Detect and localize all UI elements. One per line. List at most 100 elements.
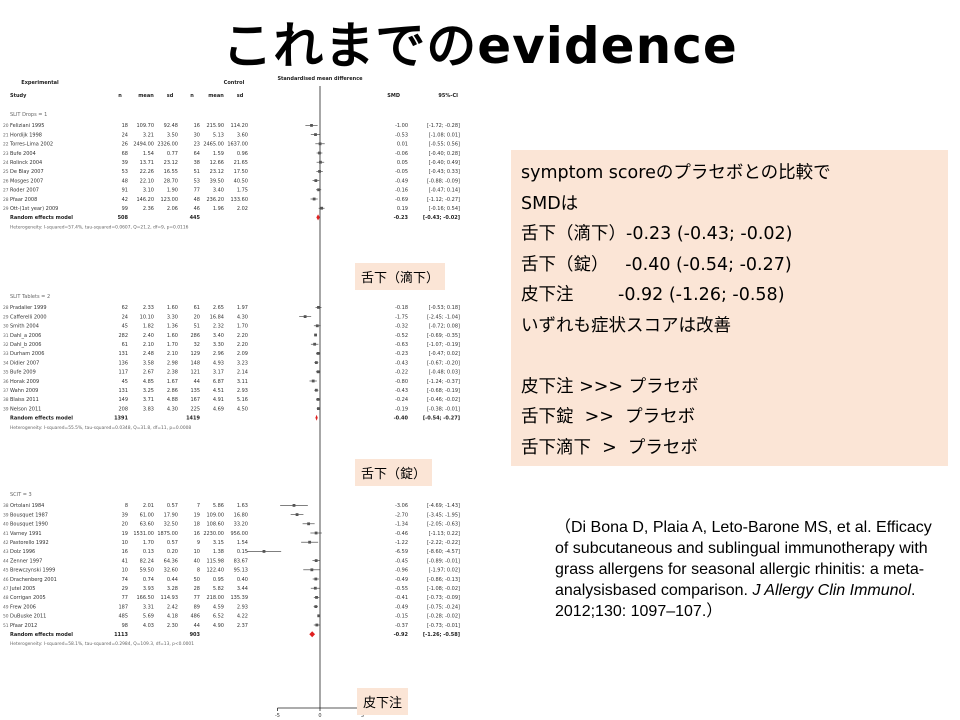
study-name: Pfaar 2012 <box>10 623 37 629</box>
model-label: Random effects model <box>10 416 73 422</box>
study-value-sc: 1.63 <box>237 503 248 509</box>
study-value-ne: 99 <box>122 206 128 212</box>
model-n-exp: 508 <box>118 215 129 221</box>
study-value-ne: 117 <box>118 370 128 376</box>
study-value-me: 4.03 <box>143 623 154 629</box>
study-value-mc: 12.66 <box>210 160 224 166</box>
study-smd: -1.00 <box>395 123 408 129</box>
study-name: Bufe 2004 <box>10 151 36 157</box>
study-value-me: 2.48 <box>143 351 154 357</box>
study-point <box>316 370 320 374</box>
study-value-mc: 236.20 <box>207 197 225 203</box>
study-value-nc: 129 <box>190 351 200 357</box>
study-value-sc: 16.80 <box>234 512 248 518</box>
study-number: 46 <box>3 577 9 583</box>
study-value-se: 1.70 <box>167 342 178 348</box>
study-ci: [-1.97; 0.02] <box>429 568 460 574</box>
study-value-mc: 1.59 <box>213 151 224 157</box>
study-point <box>318 151 321 155</box>
study-value-nc: 486 <box>190 614 200 620</box>
study-value-sc: 83.67 <box>234 558 248 564</box>
study-name: Pradalier 1999 <box>10 305 47 311</box>
study-point <box>310 568 314 572</box>
study-smd: -0.22 <box>395 370 408 376</box>
study-value-ne: 24 <box>122 132 128 138</box>
model-n-exp: 1113 <box>114 632 128 638</box>
study-value-se: 2.86 <box>167 388 178 394</box>
study-value-se: 2.98 <box>167 360 178 366</box>
study-name: Bousquet 1990 <box>10 522 48 528</box>
study-value-ne: 208 <box>118 406 128 412</box>
subgroup-header: SLIT Tablets = 2 <box>10 294 50 300</box>
study-value-ne: 149 <box>118 397 128 403</box>
summary-line: symptom scoreのプラセボとの比較で <box>521 163 831 183</box>
study-ci: [-0.16; 0.54] <box>429 206 460 212</box>
study-point <box>317 614 321 618</box>
study-point <box>315 623 319 627</box>
study-value-se: 0.57 <box>167 503 178 509</box>
study-name: Ott-(1st year) 2009 <box>10 206 58 212</box>
study-name: DuBuske 2011 <box>10 614 46 620</box>
study-value-nc: 44 <box>194 379 200 385</box>
study-point <box>314 605 318 608</box>
study-value-mc: 2.65 <box>213 305 224 311</box>
study-value-nc: 53 <box>194 178 200 184</box>
study-value-ne: 131 <box>118 388 128 394</box>
study-value-se: 4.18 <box>167 614 178 620</box>
study-value-sc: 2.37 <box>237 623 248 629</box>
study-value-sc: 0.96 <box>237 151 248 157</box>
column-header-smd: SMD <box>387 93 400 99</box>
study-value-nc: 64 <box>194 151 200 157</box>
study-point <box>311 379 315 383</box>
study-value-me: 1531.00 <box>133 531 154 537</box>
study-ci: [-2.05; -0.63] <box>427 522 460 528</box>
study-point <box>316 398 320 401</box>
label-scit: 皮下注 <box>357 688 409 715</box>
label-tablets: 舌下（錠） <box>355 459 433 486</box>
model-smd: -0.23 <box>394 215 409 221</box>
study-value-nc: 48 <box>194 197 200 203</box>
citation-tail: . 2012;130: 1097–107.） <box>555 582 916 620</box>
study-value-se: 1.67 <box>167 379 178 385</box>
study-smd: -0.45 <box>395 558 408 564</box>
study-value-me: 0.13 <box>143 549 154 555</box>
study-value-se: 1.60 <box>167 305 178 311</box>
study-value-sc: 1.70 <box>237 324 248 330</box>
study-point <box>295 513 299 516</box>
page-title: これまでのevidence <box>222 17 738 75</box>
study-value-me: 3.10 <box>143 188 154 194</box>
study-value-se: 1.60 <box>167 333 178 339</box>
study-value-mc: 3.40 <box>213 333 224 339</box>
study-point <box>317 306 320 309</box>
study-value-nc: 51 <box>194 324 200 330</box>
x-axis-tick-label: 0 <box>318 713 321 719</box>
study-value-se: 32.60 <box>164 568 178 574</box>
x-axis-tick-label: 5 <box>361 713 364 719</box>
study-ci: [-1.07; -0.19] <box>427 342 460 348</box>
study-value-mc: 5.82 <box>213 586 224 592</box>
study-value-sc: 21.65 <box>234 160 248 166</box>
study-ci: [-0.48; 0.03] <box>429 370 460 376</box>
summary-line: 舌下滴下 > プラセボ <box>521 437 698 458</box>
study-value-se: 3.50 <box>167 132 178 138</box>
study-smd: -2.70 <box>395 512 408 518</box>
model-smd: -0.40 <box>394 416 409 422</box>
study-ci: [-0.86; -0.13] <box>427 577 460 583</box>
study-value-se: 123.00 <box>161 197 179 203</box>
study-value-mc: 115.98 <box>207 558 225 564</box>
study-ci: [-0.73; -0.01] <box>427 623 460 629</box>
study-value-mc: 108.60 <box>207 522 225 528</box>
study-name: Brewczynski 1999 <box>10 568 55 574</box>
study-smd: -0.80 <box>395 379 408 385</box>
study-smd: -0.23 <box>395 351 408 357</box>
study-value-sc: 33.20 <box>234 522 248 528</box>
study-point <box>315 596 318 599</box>
study-value-mc: 2.32 <box>213 324 224 330</box>
study-ci: [-0.40; 0.28] <box>429 151 460 157</box>
study-name: Drachenberg 2001 <box>10 577 57 583</box>
study-value-me: 0.74 <box>143 577 154 583</box>
study-value-se: 28.70 <box>164 178 178 184</box>
study-value-me: 1.82 <box>143 324 154 330</box>
study-number: 50 <box>3 614 9 620</box>
study-value-me: 1.54 <box>143 151 154 157</box>
